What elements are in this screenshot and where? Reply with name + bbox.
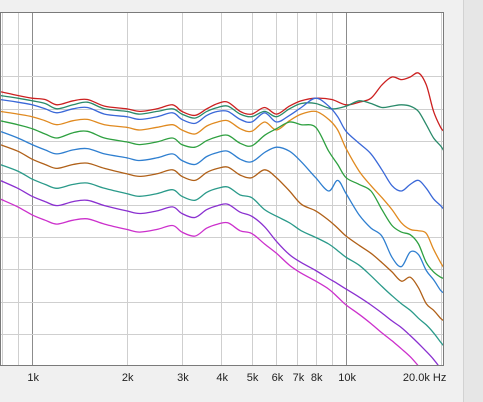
series-line-10 (0, 198, 420, 366)
x-tick-label: 1k (27, 372, 39, 384)
x-tick-label: 10k (338, 372, 356, 384)
x-tick-label: 6k (272, 372, 284, 384)
x-tick-label: 7k (293, 372, 305, 384)
series-line-6 (0, 130, 444, 294)
series-line-2 (0, 94, 444, 152)
series-line-3 (0, 97, 444, 211)
plot-frame (0, 12, 444, 366)
x-axis: 1k 2k 3k 4k 5k 6k 7k 8k 10k 20.0k Hz (27, 372, 446, 384)
x-tick-label: 8k (311, 372, 323, 384)
series-line-4 (0, 110, 444, 269)
x-tick-label: 4k (216, 372, 228, 384)
series-line-7 (0, 143, 444, 322)
x-tick-label: 5k (247, 372, 259, 384)
grid (0, 12, 444, 366)
series-line-8 (0, 163, 444, 347)
x-tick-label: 3k (177, 372, 189, 384)
series-group (0, 72, 444, 366)
series-line-5 (0, 120, 444, 280)
series-line-1 (0, 72, 444, 132)
x-tick-label: 20.0k Hz (403, 372, 446, 384)
x-tick-label: 2k (122, 372, 134, 384)
series-line-9 (0, 179, 440, 366)
side-panel (463, 0, 483, 402)
